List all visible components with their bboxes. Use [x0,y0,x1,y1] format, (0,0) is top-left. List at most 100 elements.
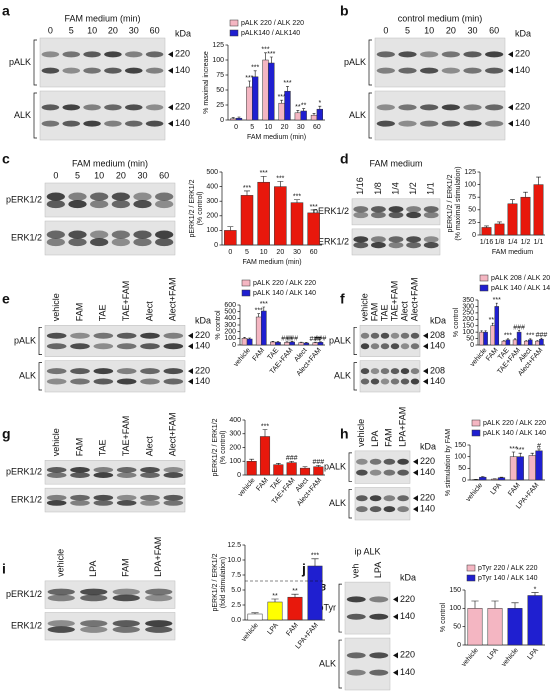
error-bar [291,593,299,598]
blot-band [90,192,109,201]
blot-band [369,495,382,502]
y-tick-label: 250 [462,310,474,317]
error-bar [506,338,509,340]
blot-band [68,238,87,247]
bar [278,102,285,121]
bar [516,456,524,481]
significance-label: *** [293,194,301,201]
bar [294,112,301,121]
bar [289,341,295,346]
bar [312,342,319,346]
blot-band [406,206,421,213]
bar [310,114,318,121]
error-bar [299,341,303,343]
marker-label: 220 [175,102,190,112]
error-bar [251,612,259,614]
lane-label: 20 [116,170,126,180]
bar [479,476,487,481]
blot-band [145,120,164,127]
y-tick-label: 200 [229,444,241,451]
x-tick-label: LPA [486,647,500,661]
blot-band [104,67,122,74]
lane-label: TAE [379,304,389,321]
lane-label: 1/2 [408,182,418,195]
significance-label: *** [489,317,497,324]
lane-label: vehicle [51,293,61,321]
y-axis-label: (% maximal stimulation) [455,166,462,240]
row-label: pERK1/2 [313,206,349,216]
y-axis-label: % control [440,602,447,632]
significance-label: * [534,586,537,593]
error-bar [318,105,322,110]
blot-band [356,506,368,513]
bar [270,341,276,346]
bar [303,342,310,346]
blot-band [423,206,439,213]
panel-letter: i [2,561,6,577]
significance-label: ** [301,102,307,109]
blot-band [111,192,130,201]
marker-label: 140 [175,118,190,128]
blot-band [463,120,482,127]
error-bar [271,598,279,602]
blot-band [112,588,140,596]
blot-band [360,332,370,339]
marker-arrow [423,343,428,350]
bar [255,316,262,346]
x-tick-label: 60 [313,124,321,131]
y-axis-label: (fold stimulation) [220,557,227,608]
blot-band [68,230,87,239]
bar [467,608,483,646]
blot-band [90,200,109,209]
legend-label: pALK 220 / ALK 220 [483,420,546,427]
bar [307,212,320,246]
bar [224,230,237,246]
kda-label: kDa [195,316,211,326]
row-label: pALK [344,57,366,67]
bar [235,117,243,121]
blot-band [46,472,67,478]
blot-band [145,620,173,627]
blot-band [390,343,400,350]
significance-label: *** [255,308,263,315]
blot-background [39,37,166,88]
lane-label: 1/4 [390,182,400,195]
blot-background [354,487,411,521]
blot-band [485,67,504,74]
error-bar [491,600,499,609]
error-bar [289,460,295,463]
blot-band [360,378,370,385]
row-label: pALK [324,462,346,472]
lane-label: FAM [74,438,84,457]
bar [509,456,518,481]
x-tick-label: LPA [526,647,540,661]
x-tick-label: 10 [265,124,273,131]
marker-arrow [508,51,513,58]
marker-label: 140 [400,611,415,621]
blot-band [383,469,396,476]
blot-band [463,67,482,74]
blot-band [400,343,410,350]
error-bar [518,452,522,457]
blot-background [39,90,166,141]
y-tick-label: 100 [212,57,224,64]
blot-background [344,637,391,691]
x-tick-label: 20 [281,124,289,131]
bar [535,340,540,346]
blot-band [80,626,108,633]
blot-band [398,120,417,127]
blot-title: control medium (min) [398,13,483,23]
blot-band [388,241,404,249]
blot-band [68,192,87,201]
row-label: ERK1/2 [11,232,42,242]
y-axis-label: (% control) [220,431,227,465]
blot-title: FAM medium (min) [72,158,148,168]
blot-band [125,120,143,127]
panel-letter: a [2,3,10,19]
blot-band [140,332,160,339]
significance-label: *** [261,423,269,430]
error-bar [237,116,241,119]
blot-band [46,230,65,239]
row-label: ALK [19,371,36,381]
blot-band [93,332,114,339]
